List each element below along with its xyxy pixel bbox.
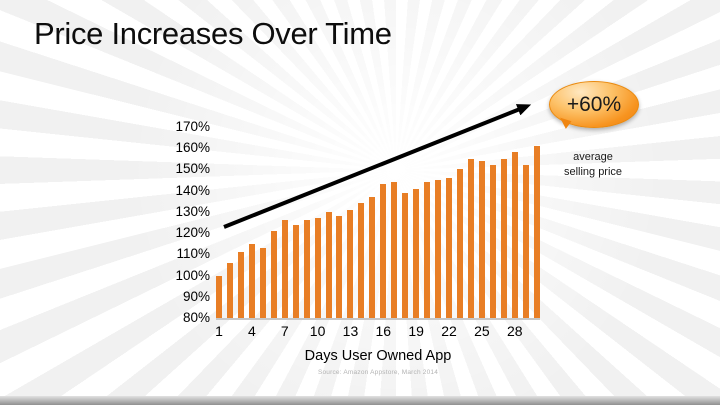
bar-day-21 (435, 180, 442, 318)
x-tick-label (534, 323, 540, 339)
bar-day-10 (314, 218, 321, 318)
bar-day-18 (402, 192, 409, 318)
y-tick-label: 160% (175, 140, 210, 156)
plot-area (216, 127, 540, 320)
bar-day-26 (489, 165, 496, 318)
x-tick-label: 16 (375, 323, 392, 339)
bar-day-6 (270, 231, 277, 318)
x-tick-label: 22 (441, 323, 457, 339)
y-tick-label: 170% (175, 119, 210, 134)
x-tick-label (391, 323, 397, 339)
bar-day-25 (478, 160, 485, 318)
x-tick-label (336, 323, 342, 339)
bar-day-15 (369, 197, 376, 318)
bar-day-29 (522, 165, 529, 318)
y-tick-label: 80% (182, 310, 210, 325)
x-tick-label: 13 (342, 323, 359, 339)
x-tick-label (402, 323, 408, 339)
x-tick-label: 7 (280, 323, 289, 339)
bar-day-30 (533, 146, 540, 318)
x-tick-label: 10 (309, 323, 326, 339)
bar-day-24 (467, 158, 474, 318)
bar-day-22 (446, 177, 453, 318)
x-axis-tick-labels: 1 4 7 10 13 16 19 22 25 28 (215, 323, 540, 339)
bar-day-4 (248, 243, 255, 318)
x-tick-label (435, 323, 441, 339)
bar-day-27 (500, 158, 507, 318)
y-tick-label: 130% (175, 203, 210, 219)
x-tick-label (304, 323, 310, 339)
bottom-strip (0, 396, 720, 405)
x-tick-label: 19 (408, 323, 424, 339)
x-tick-label: 25 (474, 323, 490, 339)
x-tick-label (490, 323, 496, 339)
y-tick-label: 120% (175, 225, 210, 241)
bar-day-3 (237, 252, 244, 318)
x-tick-label (468, 323, 474, 339)
x-tick-label (457, 323, 463, 339)
bar-day-8 (292, 224, 299, 318)
bar-day-14 (358, 203, 365, 318)
bar-day-5 (259, 247, 266, 318)
y-tick-label: 140% (175, 182, 210, 198)
x-tick-label (326, 323, 332, 339)
bar-day-2 (226, 262, 233, 318)
bar-day-16 (380, 184, 387, 318)
x-axis-title: Days User Owned App (304, 348, 452, 364)
bar-day-23 (456, 169, 463, 318)
bar-day-9 (303, 220, 310, 318)
bar-series (216, 127, 540, 318)
y-tick-label: 100% (175, 267, 210, 283)
bar-day-13 (347, 209, 354, 318)
x-tick-label (271, 323, 277, 339)
bar-day-19 (413, 188, 420, 318)
bar-day-20 (424, 182, 431, 318)
x-tick-label (293, 323, 299, 339)
x-tick-label (523, 323, 529, 339)
x-tick-label (369, 323, 375, 339)
x-tick-label (501, 323, 507, 339)
y-tick-label: 90% (182, 288, 210, 304)
bar-day-1 (216, 275, 222, 318)
bar-day-7 (281, 220, 288, 318)
x-tick-label (227, 323, 233, 339)
x-tick-label: 1 (215, 323, 223, 339)
x-tick-label (358, 323, 364, 339)
x-tick-label (260, 323, 266, 339)
y-tick-label: 110% (176, 246, 210, 262)
x-tick-label: 28 (506, 323, 523, 339)
slide-title: Price Increases Over Time (34, 16, 392, 51)
callout-value: +60% (566, 92, 622, 116)
bar-day-28 (511, 152, 518, 318)
source-text: Source: Amazon Appstore, March 2014 (317, 369, 439, 376)
x-tick-label (424, 323, 430, 339)
bar-day-12 (336, 216, 343, 318)
callout-caption: average selling price (563, 151, 623, 178)
y-axis-labels: 170% 160% 150% 140% 130% 120% 110% 100% 90% 80% (158, 119, 210, 325)
x-tick-label (238, 323, 244, 339)
bar-day-17 (391, 182, 398, 318)
y-tick-label: 150% (175, 161, 210, 177)
x-tick-label: 4 (247, 323, 256, 339)
bar-day-11 (325, 211, 332, 318)
callout-bubble: +60% (549, 81, 639, 128)
